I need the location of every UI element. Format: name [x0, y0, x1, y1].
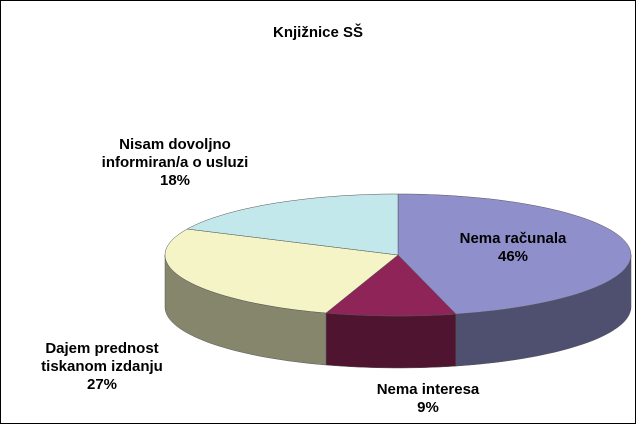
slice-label: Dajem prednost tiskanom izdanju 27% [17, 340, 187, 394]
slice-label: Nema računala 46% [438, 230, 588, 266]
category-label: Nema interesa [376, 381, 480, 398]
category-label: Dajem prednost tiskanom izdanju [41, 340, 163, 375]
slice-label: Nisam dovoljno informiran/a o usluzi 18% [90, 136, 260, 190]
slice-label: Nema interesa 9% [353, 381, 503, 417]
category-label: Nisam dovoljno informiran/a o usluzi [101, 136, 249, 171]
value-label: 18% [159, 172, 191, 189]
category-label: Nema računala [459, 230, 567, 247]
value-label: 46% [497, 248, 529, 265]
slice [325, 254, 457, 317]
chart-title: Knjižnice SŠ [272, 24, 364, 41]
value-label: 9% [417, 399, 439, 416]
value-label: 27% [86, 376, 118, 393]
slice-side [325, 312, 457, 369]
slice [186, 193, 399, 256]
slice [397, 193, 632, 315]
slice [164, 228, 399, 314]
